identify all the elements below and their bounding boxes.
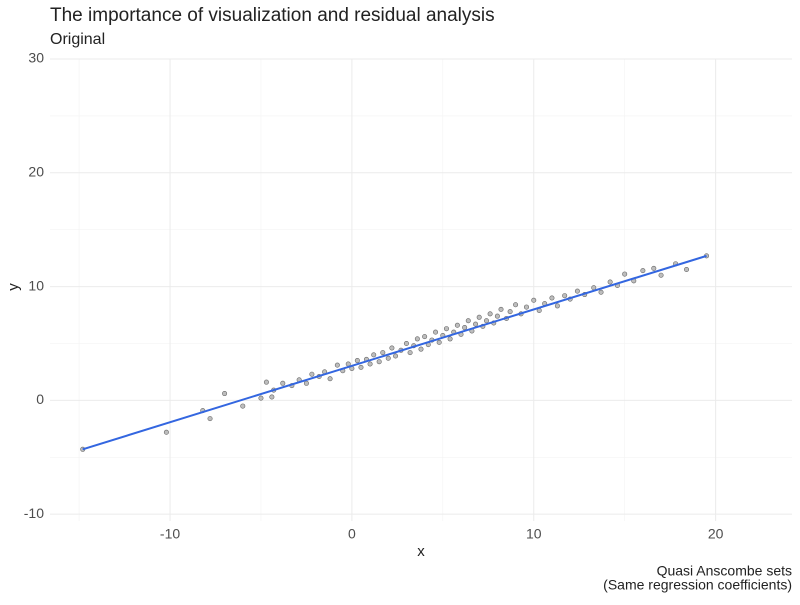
point — [574, 288, 580, 294]
point — [269, 394, 275, 400]
chart-subtitle: Original — [50, 31, 105, 48]
x-tick-label: -10 — [160, 526, 180, 542]
point — [422, 334, 428, 340]
x-axis-label: x — [417, 543, 425, 560]
point — [651, 265, 657, 271]
point — [433, 329, 439, 335]
point — [280, 380, 286, 386]
point — [407, 350, 413, 356]
point — [380, 350, 386, 356]
point — [414, 336, 420, 342]
point — [443, 326, 449, 332]
point — [640, 268, 646, 274]
point — [334, 362, 340, 368]
point — [622, 271, 628, 277]
point — [222, 391, 228, 397]
point — [507, 309, 513, 315]
caption: (Same regression coefficients) — [603, 577, 792, 593]
caption: Quasi Anscombe sets — [657, 563, 792, 579]
point — [591, 285, 597, 291]
point — [358, 364, 364, 370]
point — [258, 395, 264, 401]
point — [549, 295, 555, 301]
point — [207, 416, 213, 422]
point — [483, 318, 489, 324]
point — [354, 358, 360, 364]
point — [447, 336, 453, 342]
y-tick-label: -10 — [24, 505, 44, 521]
point — [385, 355, 391, 361]
point — [163, 429, 169, 435]
point — [554, 303, 560, 309]
point — [303, 380, 309, 386]
point — [562, 293, 568, 299]
x-tick-label: 20 — [708, 526, 724, 542]
point — [476, 314, 482, 320]
point — [498, 306, 504, 312]
point — [473, 321, 479, 327]
regression-line — [82, 254, 707, 451]
point — [658, 272, 664, 278]
y-tick-label: 0 — [36, 391, 44, 407]
point — [389, 345, 395, 351]
point — [607, 279, 613, 285]
point — [684, 267, 690, 273]
point — [454, 322, 460, 328]
x-tick-label: 10 — [526, 526, 542, 542]
point — [598, 289, 604, 295]
point — [393, 353, 399, 359]
y-axis-label: y — [5, 283, 22, 291]
point — [263, 379, 269, 385]
point — [465, 318, 471, 324]
point — [436, 339, 442, 345]
point — [418, 346, 424, 352]
point — [487, 311, 493, 317]
point — [494, 313, 500, 319]
point — [240, 403, 246, 409]
point — [309, 371, 315, 377]
point — [523, 304, 529, 310]
chart-title: The importance of visualization and resi… — [50, 5, 495, 26]
x-tick-label: 0 — [348, 526, 356, 542]
y-tick-label: 10 — [28, 277, 44, 293]
point — [531, 297, 537, 303]
point — [371, 352, 377, 358]
point — [513, 302, 519, 308]
point — [327, 376, 333, 382]
y-tick-label: 30 — [28, 50, 44, 66]
point — [367, 361, 373, 367]
point — [376, 359, 382, 365]
point — [403, 340, 409, 346]
point — [462, 325, 468, 331]
y-tick-label: 20 — [28, 163, 44, 179]
